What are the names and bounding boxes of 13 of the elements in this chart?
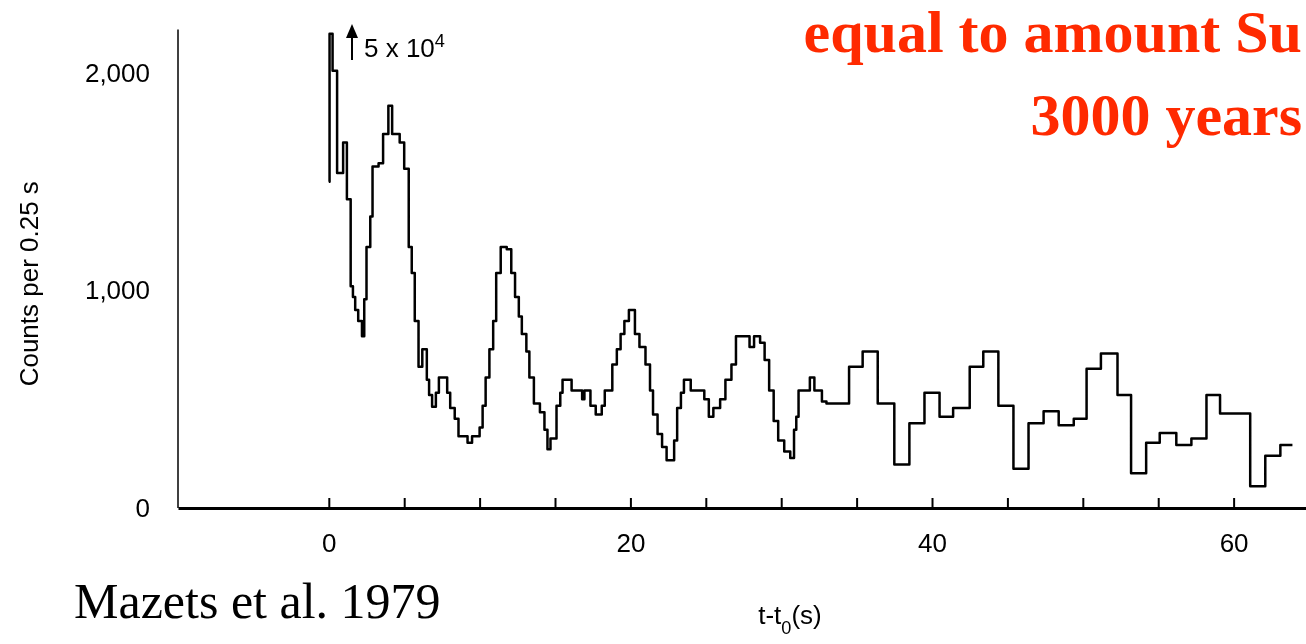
annotation: 5 x 10$^{4}$ [364,31,445,63]
y-axis-title: Counts per 0.25 s [14,181,44,387]
x-axis-title: t-t$_{0}$(s) [758,600,822,638]
chart-title: equal to amount Su [803,0,1302,65]
x-tick-label: 60 [1219,528,1249,559]
text: Mazets et al. 1979 [74,573,441,629]
y-tick-label: 2,000 [84,57,150,88]
x-tick-label: 40 [918,528,947,559]
x-tick-label: 20 [616,528,646,559]
y-tick-label: 1,000 [84,275,150,306]
x-tick-label: 0 [322,528,337,559]
y-tick-label: 0 [135,492,150,523]
text: 3000 years [1030,82,1302,148]
